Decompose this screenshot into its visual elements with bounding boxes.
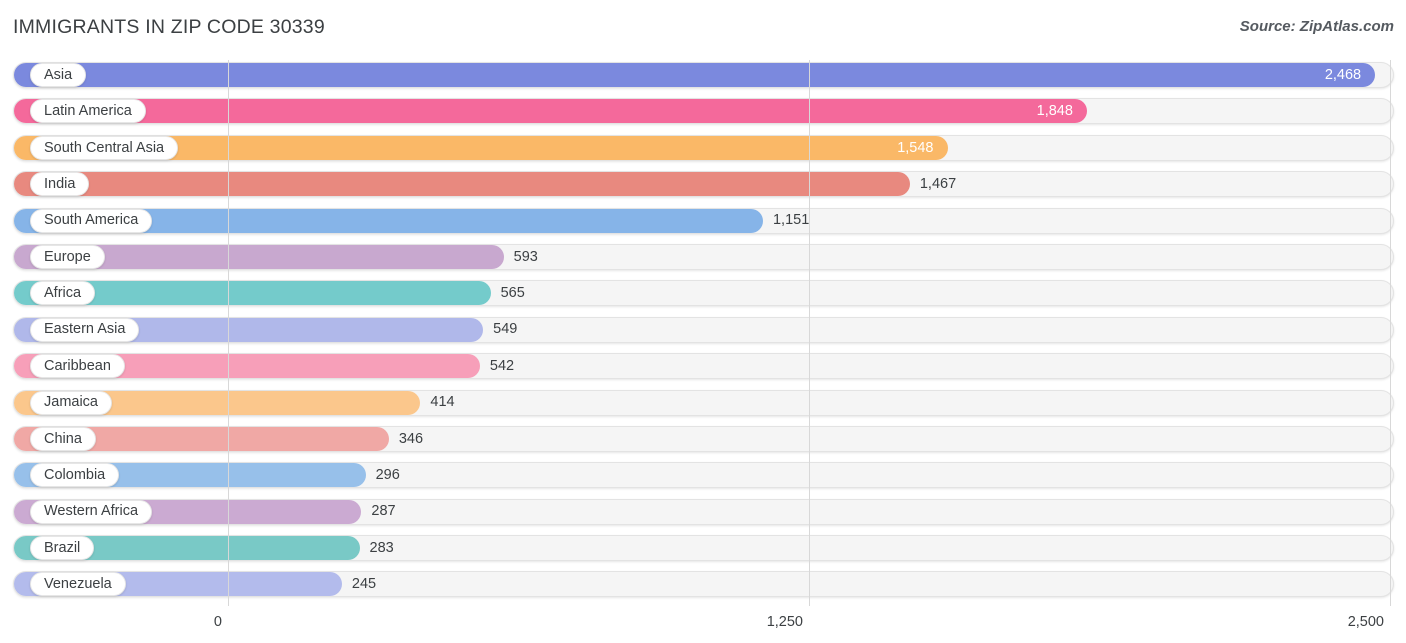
bar-category-label: Caribbean bbox=[30, 354, 125, 379]
bar-row[interactable]: South Central Asia 1,548 bbox=[0, 133, 1406, 163]
bar-row[interactable]: Latin America 1,848 bbox=[0, 96, 1406, 126]
bar-category-label: South Central Asia bbox=[30, 135, 179, 160]
bar-category-label-text: Eastern Asia bbox=[44, 321, 126, 338]
bar-category-label-text: Caribbean bbox=[44, 357, 111, 374]
bar-value-label: 1,151 bbox=[772, 212, 810, 229]
bar-category-label-text: Colombia bbox=[44, 467, 106, 484]
bar-category-label: Colombia bbox=[30, 463, 120, 488]
bar-value-label: 593 bbox=[513, 248, 538, 265]
bar-category-label-text: Asia bbox=[44, 66, 73, 83]
bar-category-label-text: India bbox=[44, 175, 76, 192]
page-title: IMMIGRANTS IN ZIP CODE 30339 bbox=[13, 16, 325, 38]
bar-value-label: 1,467 bbox=[919, 175, 957, 192]
bar-row[interactable]: Caribbean 542 bbox=[0, 351, 1406, 381]
bar-category-label-text: Africa bbox=[44, 285, 82, 302]
bar-row[interactable]: South America 1,151 bbox=[0, 206, 1406, 236]
bar-category-label-text: Brazil bbox=[44, 539, 81, 556]
bar-value-label: 346 bbox=[398, 430, 424, 447]
bar-category-label: Africa bbox=[30, 281, 96, 306]
bar-value-label: 287 bbox=[371, 503, 396, 520]
bar-category-label-text: Western Africa bbox=[44, 503, 139, 520]
source-attribution: Source: ZipAtlas.com bbox=[1239, 18, 1394, 35]
x-axis-tick-label: 2,500 bbox=[1347, 614, 1384, 630]
bar-row[interactable]: Eastern Asia 549 bbox=[0, 315, 1406, 345]
bar-category-label: Europe bbox=[30, 244, 105, 269]
x-axis-tick-label: 1,250 bbox=[766, 614, 803, 630]
bar-row[interactable]: Venezuela 245 bbox=[0, 569, 1406, 599]
bar-category-label: Eastern Asia bbox=[30, 317, 140, 342]
bar-row[interactable]: Western Africa 287 bbox=[0, 497, 1406, 527]
bar-category-label: Jamaica bbox=[30, 390, 112, 415]
bar-value-label: 414 bbox=[430, 394, 455, 411]
bar-row[interactable]: China 346 bbox=[0, 424, 1406, 454]
chart-plot-area: Asia 2,468 Latin America 1,848 South Central… bbox=[0, 60, 1406, 606]
chart-header: IMMIGRANTS IN ZIP CODE 30339 Source: Zip… bbox=[0, 0, 1406, 56]
bar-category-label: Western Africa bbox=[30, 499, 153, 524]
bar-category-label: Brazil bbox=[30, 536, 95, 561]
bar-value-label: 549 bbox=[493, 321, 518, 338]
bar-category-label-text: Venezuela bbox=[44, 576, 112, 593]
bar-value-label: 542 bbox=[489, 357, 515, 374]
bar-value-label: 245 bbox=[351, 576, 377, 593]
bar-row[interactable]: Brazil 283 bbox=[0, 533, 1406, 563]
bar-value-label: 565 bbox=[500, 285, 525, 302]
bar[interactable] bbox=[14, 99, 1087, 124]
bar-category-label-text: Latin America bbox=[44, 103, 132, 120]
bar[interactable] bbox=[14, 172, 910, 197]
bar-category-label: Asia bbox=[30, 63, 87, 87]
bar[interactable] bbox=[14, 63, 1376, 87]
bar-category-label-text: South America bbox=[44, 212, 139, 229]
x-axis: 0 1,250 2,500 bbox=[0, 606, 1406, 643]
bar-value-label: 283 bbox=[369, 539, 394, 556]
bar-category-label-text: China bbox=[44, 430, 82, 447]
bar-category-label: Latin America bbox=[30, 99, 146, 124]
bar-value-label: 1,548 bbox=[897, 139, 934, 156]
bar-category-label: China bbox=[30, 426, 96, 451]
bar-row[interactable]: Jamaica 414 bbox=[0, 388, 1406, 418]
bar-row[interactable]: Africa 565 bbox=[0, 278, 1406, 308]
bar-row[interactable]: Colombia 296 bbox=[0, 460, 1406, 490]
bar-value-label: 1,848 bbox=[1036, 103, 1073, 120]
bar-category-label-text: Jamaica bbox=[44, 394, 98, 411]
bar-row[interactable]: India 1,467 bbox=[0, 169, 1406, 199]
bar-value-label: 296 bbox=[375, 467, 400, 484]
bar-rows: Asia 2,468 Latin America 1,848 South Central… bbox=[0, 60, 1406, 606]
x-axis-tick-label: 0 bbox=[213, 614, 222, 630]
bar-category-label: India bbox=[30, 172, 90, 197]
bar-value-label: 2,468 bbox=[1324, 66, 1362, 83]
bar-category-label-text: South Central Asia bbox=[44, 139, 165, 156]
bar-category-label: Venezuela bbox=[30, 572, 126, 597]
bar-row[interactable]: Europe 593 bbox=[0, 242, 1406, 272]
bar-category-label-text: Europe bbox=[44, 248, 91, 265]
bar-row[interactable]: Asia 2,468 bbox=[0, 60, 1406, 90]
bar-category-label: South America bbox=[30, 208, 153, 233]
